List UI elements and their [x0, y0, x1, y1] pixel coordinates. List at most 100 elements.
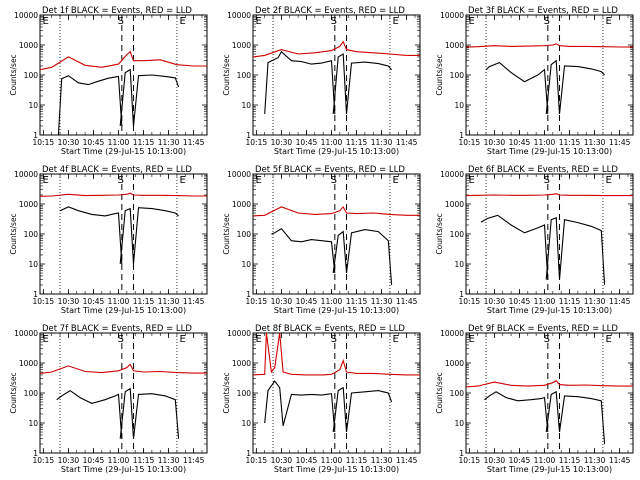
series-line-events	[271, 227, 336, 274]
y-tick-label: 1	[246, 449, 251, 458]
y-axis-label: Counts/sec	[435, 372, 444, 413]
series-line-lld	[253, 40, 420, 58]
x-tick-label: 11:00	[321, 297, 343, 306]
marker-letter-e: E	[256, 175, 262, 186]
series-line-events	[545, 59, 561, 115]
y-tick-label: 1000	[19, 200, 38, 209]
series-line-lld	[253, 205, 420, 217]
series-line-events	[345, 390, 393, 433]
x-axis-label: Start Time (29-Jul-15 10:13:00)	[487, 306, 612, 315]
marker-letter-s: S	[331, 175, 337, 186]
series-lld	[40, 50, 207, 71]
y-tick-label: 10	[28, 260, 38, 269]
panel-title: Det 9f BLACK = Events, RED = LLD	[468, 324, 618, 334]
marker-letter-e: E	[392, 175, 398, 186]
plot-area	[466, 379, 633, 445]
panel-title: Det 1f BLACK = Events, RED = LLD	[42, 6, 192, 16]
x-tick-label: 10:45	[296, 297, 318, 306]
detector-panel-1: Det 1f BLACK = Events, RED = LLD 1 10 100 10…	[9, 6, 208, 156]
y-tick-label: 1	[459, 449, 464, 458]
marker-letter-e: E	[179, 175, 185, 186]
x-axis-label: Start Time (29-Jul-15 10:13:00)	[274, 147, 399, 156]
series-events	[484, 390, 606, 445]
y-tick-label: 10000	[227, 11, 251, 20]
series-line-lld	[40, 363, 207, 374]
detector-panel-4: Det 4f BLACK = Events, RED = LLD 1 10 100 10…	[9, 165, 208, 315]
y-tick-label: 1	[246, 131, 251, 140]
series-line-events	[345, 61, 393, 115]
x-tick-label: 11:15	[133, 456, 155, 465]
x-tick-label: 11:30	[371, 456, 393, 465]
x-axis-label: Start Time (29-Jul-15 10:13:00)	[61, 465, 186, 474]
series-line-events	[119, 68, 135, 127]
y-tick-label: 10000	[227, 170, 251, 179]
panel-title: Det 2f BLACK = Events, RED = LLD	[255, 6, 405, 16]
x-tick-label: 10:30	[271, 297, 293, 306]
y-tick-label: 10	[454, 101, 464, 110]
x-tick-label: 10:45	[509, 456, 531, 465]
series-line-events	[480, 214, 549, 280]
detector-panel-3: Det 3f BLACK = Events, RED = LLD 1 10 100 10…	[435, 6, 634, 156]
plot-frame	[252, 332, 421, 454]
x-tick-label: 10:45	[296, 456, 318, 465]
series-line-events	[119, 207, 135, 265]
series-lld	[466, 43, 633, 48]
detector-panel-6: Det 6f BLACK = Events, RED = LLD 1 10 100 10…	[435, 165, 634, 315]
y-tick-label: 1000	[19, 41, 38, 50]
marker-letter-e: E	[469, 16, 475, 27]
x-tick-label: 11:00	[108, 138, 130, 147]
series-lld	[40, 192, 207, 197]
plot-frame	[465, 332, 634, 454]
y-tick-label: 1000	[232, 200, 251, 209]
plot-area	[466, 193, 633, 286]
series-line-events	[332, 230, 348, 274]
y-axis-label: Counts/sec	[222, 213, 231, 254]
series-events	[264, 50, 393, 115]
x-tick-label: 11:00	[534, 297, 556, 306]
x-tick-label: 10:30	[58, 456, 80, 465]
x-tick-label: 11:30	[584, 138, 606, 147]
series-line-lld	[466, 43, 633, 48]
marker-letter-e: E	[43, 334, 49, 345]
x-tick-label: 10:30	[271, 456, 293, 465]
x-tick-label: 11:15	[133, 138, 155, 147]
detector-panel-7: Det 7f BLACK = Events, RED = LLD 1 10 100 10…	[9, 324, 208, 474]
y-axis-label: Counts/sec	[435, 213, 444, 254]
x-axis-label: Start Time (29-Jul-15 10:13:00)	[487, 465, 612, 474]
series-line-events	[558, 395, 606, 445]
y-tick-label: 10	[241, 260, 251, 269]
y-tick-label: 10000	[440, 329, 464, 338]
marker-letter-e: E	[605, 334, 611, 345]
plot-area	[253, 40, 420, 115]
detector-panel-8: Det 8f BLACK = Events, RED = LLD 1 10 100 10…	[222, 324, 421, 474]
x-tick-label: 10:30	[484, 297, 506, 306]
series-line-events	[545, 390, 561, 433]
marker-lines	[59, 15, 178, 135]
x-tick-label: 10:45	[83, 138, 105, 147]
series-line-events	[132, 74, 180, 127]
plot-frame	[252, 173, 421, 295]
y-tick-label: 10	[454, 419, 464, 428]
y-tick-label: 1	[459, 290, 464, 299]
x-tick-label: 11:45	[396, 456, 418, 465]
series-lld	[466, 379, 633, 388]
x-tick-label: 11:00	[534, 138, 556, 147]
y-tick-label: 1	[459, 131, 464, 140]
marker-lines	[485, 333, 604, 453]
series-line-events	[264, 380, 336, 433]
panel-title: Det 3f BLACK = Events, RED = LLD	[468, 6, 618, 16]
y-tick-label: 10000	[440, 11, 464, 20]
x-tick-label: 10:45	[83, 456, 105, 465]
series-line-lld	[466, 379, 633, 388]
marker-letter-s: S	[118, 334, 124, 345]
plot-area	[466, 43, 633, 115]
marker-letter-e: E	[469, 334, 475, 345]
marker-letter-s: S	[331, 334, 337, 345]
y-tick-label: 10000	[14, 170, 38, 179]
y-tick-label: 10	[28, 419, 38, 428]
plot-area	[253, 205, 420, 286]
y-axis-label: Counts/sec	[222, 372, 231, 413]
y-tick-label: 10000	[440, 170, 464, 179]
marker-lines	[59, 174, 178, 294]
x-tick-label: 11:45	[183, 138, 205, 147]
